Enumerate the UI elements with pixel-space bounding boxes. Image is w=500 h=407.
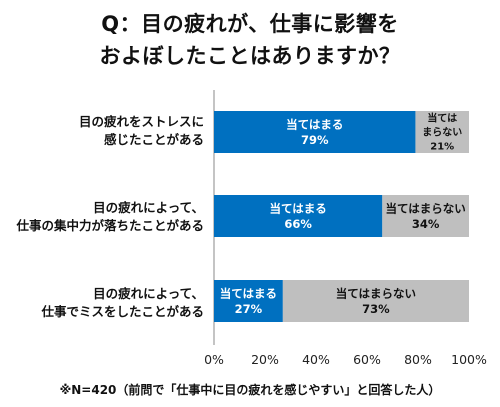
series-label-no-1-1: 当ては: [427, 112, 457, 125]
series-label-no-1-2: まらない: [422, 127, 462, 139]
category-label-2: 目の疲れによって、 仕事の集中力が落ちたことがある: [0, 199, 204, 235]
series-label-yes-1-1: 当てはまる: [286, 117, 343, 131]
category-label-3: 目の疲れによって、 仕事でミスをしたことがある: [0, 285, 204, 321]
series-label-no-3-1: 当てはまらない: [336, 286, 416, 300]
chart-title-line1: Q：目の疲れが、仕事に影響を: [101, 12, 399, 36]
data-label-no-3: 73%: [362, 302, 390, 316]
x-tick-80: 80%: [404, 352, 432, 367]
data-label-yes-3: 27%: [235, 302, 263, 316]
series-label-no-2-1: 当てはまらない: [386, 201, 466, 215]
x-tick-20: 20%: [251, 352, 279, 367]
bar-no-2: [382, 195, 469, 237]
category-label-2-line2: 仕事の集中力が落ちたことがある: [16, 218, 204, 233]
x-tick-100: 100%: [451, 352, 487, 367]
category-label-3-line1: 目の疲れによって、: [93, 286, 204, 301]
data-label-yes-2: 66%: [284, 217, 312, 231]
category-label-3-line2: 仕事でミスをしたことがある: [41, 304, 204, 319]
x-tick-60: 60%: [353, 352, 381, 367]
category-label-2-line1: 目の疲れによって、: [93, 200, 204, 215]
chart-title-line2: およぼしたことはありますか？: [99, 44, 401, 68]
category-label-1: 目の疲れをストレスに 感じたことがある: [0, 113, 204, 149]
series-label-yes-2-1: 当てはまる: [270, 201, 327, 215]
bar-no-1: [415, 111, 469, 153]
bar-yes-1: [214, 111, 416, 153]
bar-yes-3: [214, 280, 283, 322]
x-tick-40: 40%: [302, 352, 330, 367]
data-label-no-2: 34%: [412, 217, 440, 231]
category-label-1-line1: 目の疲れをストレスに: [78, 114, 204, 129]
series-label-yes-3-1: 当てはまる: [220, 286, 277, 300]
data-label-yes-1: 79%: [301, 133, 329, 147]
sample-size-footnote: ※N=420（前問で「仕事中に目の疲れを感じやすい」と回答した人）: [59, 383, 441, 397]
data-label-no-1: 21%: [430, 142, 454, 153]
bar-yes-2: [214, 195, 383, 237]
x-tick-0: 0%: [204, 352, 224, 367]
bar-no-3: [282, 280, 469, 322]
category-label-1-line2: 感じたことがある: [103, 132, 204, 147]
